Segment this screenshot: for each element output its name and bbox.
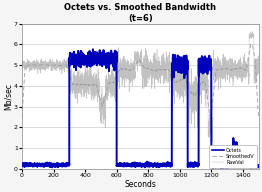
Legend: Octets, SmoothedV, RawVal: Octets, SmoothedV, RawVal [210,145,257,167]
X-axis label: Seconds: Seconds [124,180,156,189]
Title: Octets vs. Smoothed Bandwidth
(t=6): Octets vs. Smoothed Bandwidth (t=6) [64,3,216,23]
Y-axis label: Mb/sec: Mb/sec [3,83,13,110]
